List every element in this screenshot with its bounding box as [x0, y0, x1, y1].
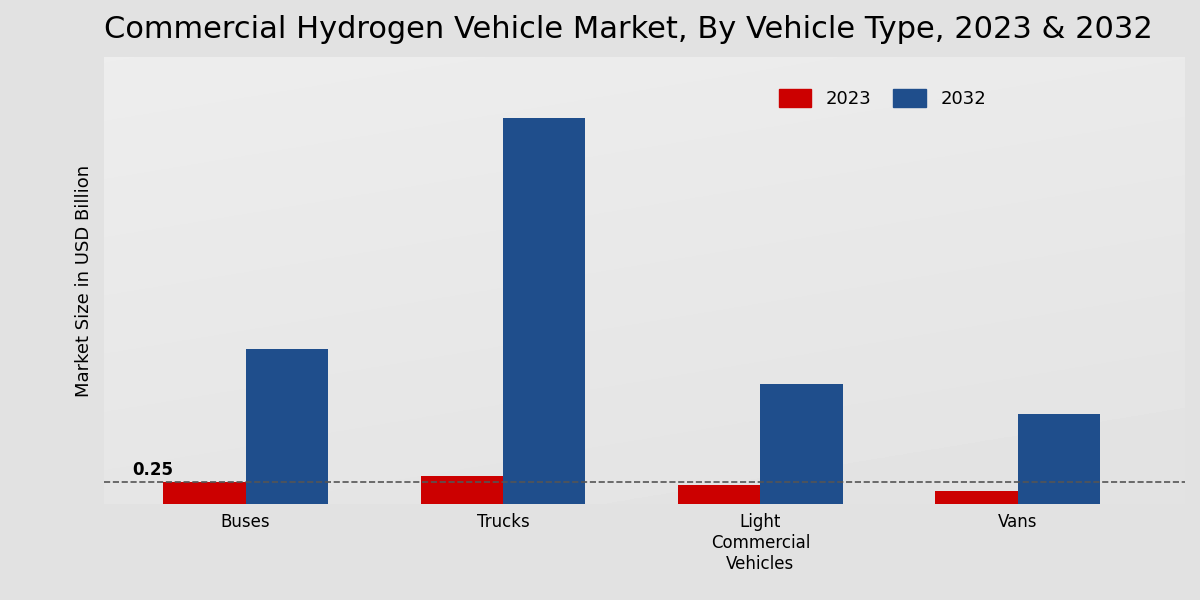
Bar — [761, 383, 842, 503]
Bar — [678, 485, 761, 503]
Text: 0.25: 0.25 — [132, 461, 174, 479]
Bar — [503, 118, 586, 503]
Text: Commercial Hydrogen Vehicle Market, By Vehicle Type, 2023 & 2032: Commercial Hydrogen Vehicle Market, By V… — [104, 15, 1153, 44]
Bar — [421, 476, 503, 503]
Legend: 2023, 2032: 2023, 2032 — [769, 80, 995, 117]
Bar — [935, 491, 1018, 503]
Bar — [1018, 413, 1100, 503]
Y-axis label: Market Size in USD Billion: Market Size in USD Billion — [74, 164, 94, 397]
Bar — [163, 482, 246, 503]
Bar — [246, 349, 328, 503]
